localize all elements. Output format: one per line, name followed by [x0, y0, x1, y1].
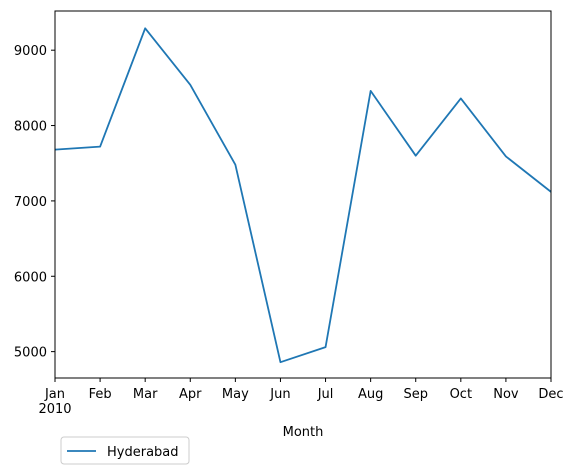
x-tick-label: Dec	[538, 387, 563, 402]
x-tick-label: Jan	[44, 387, 65, 402]
x-tick-label: Oct	[450, 387, 472, 402]
x-tick-label: Feb	[89, 387, 112, 402]
x-tick-label: May	[222, 387, 249, 402]
legend: Hyderabad	[60, 436, 190, 465]
x-axis-title: Month	[283, 425, 324, 440]
x-tick-label: Jun	[269, 387, 290, 402]
y-tick-label: 6000	[14, 270, 47, 285]
y-tick-label: 8000	[14, 120, 47, 135]
x-tick-label: Jul	[317, 387, 334, 402]
legend-box	[60, 436, 190, 465]
x-axis-ticks: Jan Feb Mar Apr May Jun Jul Aug Sep Oct Nov Dec	[44, 378, 564, 402]
y-tick-label: 7000	[14, 195, 47, 210]
plot-frame	[54, 10, 552, 379]
legend-label-hyderabad: Hyderabad	[107, 445, 179, 460]
y-tick-label: 5000	[14, 346, 47, 361]
series-line-hyderabad	[54, 27, 552, 364]
x-tick-label: Mar	[133, 387, 158, 402]
x-tick-label: Nov	[493, 387, 519, 402]
x-tick-label: Sep	[403, 387, 428, 402]
x-year-label: 2010	[38, 402, 71, 417]
x-tick-label: Apr	[179, 387, 202, 402]
y-axis-ticks: 5000 6000 7000 8000 9000	[14, 44, 55, 361]
y-tick-label: 9000	[14, 44, 47, 59]
x-tick-label: Aug	[358, 387, 383, 402]
